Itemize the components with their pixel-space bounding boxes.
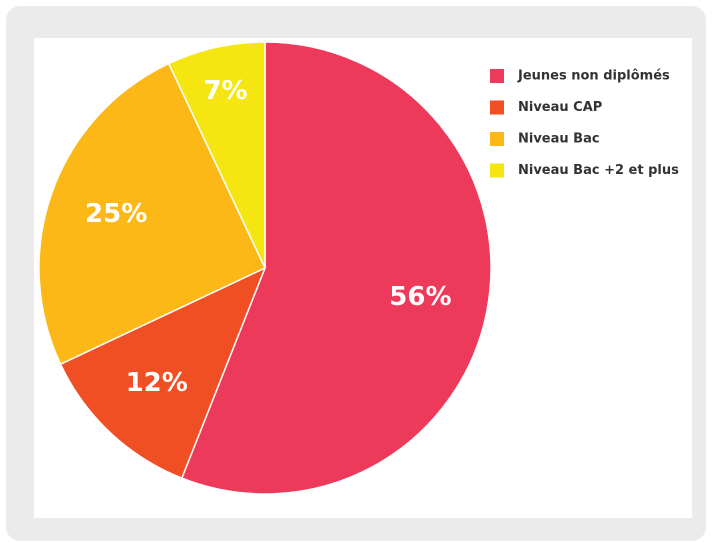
value-label: 7% (203, 76, 247, 106)
value-label: 56% (389, 282, 451, 312)
legend-swatch (490, 69, 504, 83)
pie-slice (59, 266, 267, 480)
pie-slice (38, 62, 266, 366)
legend-swatch (490, 132, 504, 146)
value-label: 25% (85, 199, 147, 229)
legend-label: Niveau Bac +2 et plus (518, 163, 679, 178)
value-label: 12% (126, 368, 188, 398)
legend-swatch (490, 163, 504, 178)
legend-label: Niveau Bac (518, 132, 600, 147)
pie-slice (180, 41, 492, 495)
legend-label: Jeunes non diplômés (517, 69, 670, 84)
pie-slice (167, 41, 266, 269)
legend-swatch (490, 100, 504, 115)
legend-label: Niveau CAP (518, 100, 602, 115)
